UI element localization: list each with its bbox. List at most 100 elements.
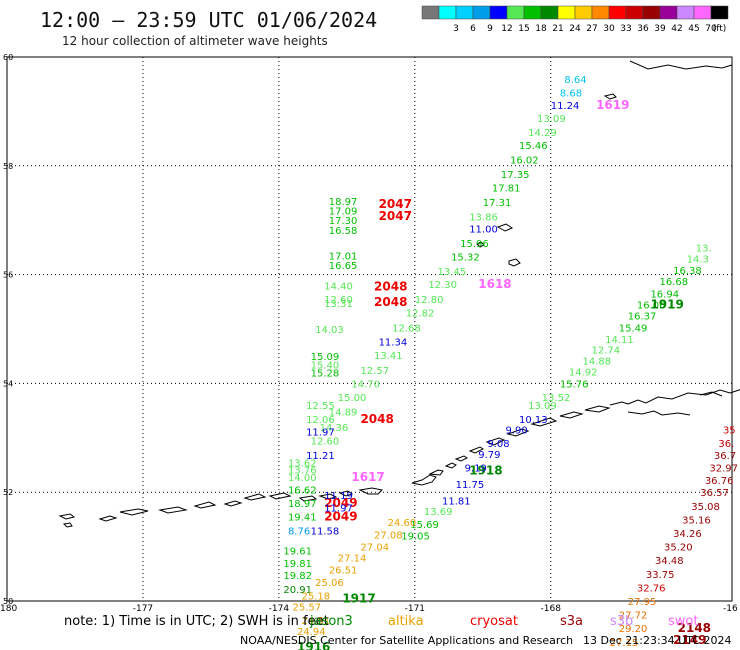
legend-swatch: [574, 5, 593, 20]
wave-height-label: 25.06: [315, 578, 344, 589]
footer-timestamp: 13 Dec 21:23:34 UTC 2024: [583, 634, 731, 647]
legend-swatch: [591, 5, 610, 20]
legend-swatch: [523, 5, 542, 20]
legend-label: 3: [453, 24, 459, 34]
color-scale-legend: 3 6 9 12 15 18 21 24 27 30 33 36 39 42 45 70(ft): [421, 5, 729, 34]
wave-height-label: 8.64: [564, 75, 586, 86]
wave-height-label: 13.: [696, 243, 712, 254]
wave-height-label: 14.40: [324, 281, 353, 292]
wave-height-label: 35.20: [664, 543, 693, 554]
pass-time-label: 2048: [360, 412, 393, 426]
wave-height-label: 16.62: [288, 485, 317, 496]
footer-note: note: 1) Time is in UTC; 2) SWH is in fe…: [64, 614, 329, 629]
legend-swatch: [608, 5, 627, 20]
legend-swatch: [625, 5, 644, 20]
x-tick-label: -16: [723, 604, 738, 614]
legend-swatch: [489, 5, 508, 20]
wave-height-label: 17.81: [492, 184, 521, 195]
pass-time-label: 2049: [324, 496, 357, 510]
legend-swatch: [659, 5, 678, 20]
wave-height-label: 14.88: [582, 357, 611, 368]
wave-height-label: 14.29: [528, 128, 557, 139]
wave-height-label: 13.86: [469, 212, 498, 223]
wave-height-label: 16.94: [650, 290, 679, 301]
wave-height-label: 25.18: [302, 592, 331, 603]
wave-height-label: 19.05: [401, 532, 430, 543]
wave-height-label: 33.75: [646, 570, 675, 581]
legend-swatch: [642, 5, 661, 20]
wave-height-label: 12.82: [406, 309, 435, 320]
legend-label: (ft): [713, 24, 727, 34]
legend-swatch: [438, 5, 457, 20]
wave-height-label: 27.15: [610, 638, 639, 649]
wave-height-label: 17.09: [329, 206, 358, 217]
pass-time-label: 2048: [374, 295, 407, 309]
legend-label: 45: [688, 24, 699, 34]
pass-time-label: 1618: [478, 277, 511, 291]
legend-swatch: [557, 5, 576, 20]
wave-height-label: 18.97: [329, 197, 358, 208]
x-tick-label: -168: [541, 604, 562, 614]
wave-height-label: 36.: [718, 439, 734, 450]
wave-height-label: 19.61: [283, 546, 312, 557]
pass-time-label: 1617: [351, 470, 384, 484]
wave-height-label: 13.31: [324, 299, 353, 310]
wave-height-label: 14.36: [320, 423, 349, 434]
wave-height-label: 11.75: [456, 480, 485, 491]
wave-height-label: 26.51: [329, 565, 358, 576]
wave-height-label: 13.41: [374, 351, 403, 362]
coastline: [58, 60, 740, 528]
wave-height-label: 13.52: [542, 393, 571, 404]
wave-height-label: 15.40: [311, 360, 340, 371]
legend-label: 24: [569, 24, 581, 34]
wave-height-label: 32.76: [637, 583, 666, 594]
wave-height-label: 12.60: [311, 437, 340, 448]
wave-height-label: 36.57: [700, 488, 729, 499]
satellite-name-s3a: s3a: [560, 614, 583, 629]
wave-height-label: 13.69: [424, 507, 453, 518]
wave-height-label: 12.57: [360, 366, 389, 377]
chart-title: 12:00 — 23:59 UTC 01/06/2024: [40, 8, 377, 32]
wave-height-label: 13.76: [288, 465, 317, 476]
wave-height-label: 12.60: [324, 295, 353, 306]
wave-height-label: 16.38: [673, 266, 702, 277]
wave-height-label: 25.57: [292, 602, 321, 613]
wave-height-label: 13.45: [437, 267, 466, 278]
wave-height-label: 32.97: [709, 464, 738, 475]
lat-lon-grid: [7, 57, 732, 601]
wave-height-label: 24.94: [297, 627, 326, 638]
wave-height-label: 20.91: [283, 585, 312, 596]
wave-height-label: 17.30: [329, 216, 358, 227]
wave-height-label: 15.00: [338, 393, 367, 404]
legend-label: 15: [518, 24, 529, 34]
legend-label: 30: [603, 24, 615, 34]
satellite-legend: jason3 altika cryosat s3a s3b swot: [309, 614, 698, 629]
wave-height-label: 24.51: [302, 616, 331, 627]
wave-height-label: 24.60: [388, 518, 417, 529]
wave-height-label: 11.21: [306, 451, 335, 462]
wave-height-label: 14.11: [605, 335, 634, 346]
wave-height-label: 27.72: [619, 611, 648, 622]
legend-label: 27: [586, 24, 597, 34]
legend-label: 12: [501, 24, 512, 34]
legend-swatch: [455, 5, 474, 20]
satellite-name-swot: swot: [668, 614, 698, 629]
pass-time-label: 1917: [342, 591, 375, 605]
wave-height-label: 36.7: [714, 451, 736, 462]
wave-height-label: 12.30: [428, 280, 457, 291]
x-axis-ticks: -180 -177 -174 -171 -168 -16: [0, 604, 738, 614]
wave-height-label: 14.03: [315, 325, 344, 336]
wave-height-label: 16.68: [660, 277, 689, 288]
wave-height-label: 17.35: [501, 170, 530, 181]
wave-height-label: 12.80: [415, 295, 444, 306]
wave-height-label: 10.13: [519, 415, 548, 426]
wave-height-label: 19.81: [283, 559, 312, 570]
wave-height-label: 34.48: [655, 556, 684, 567]
y-axis-ticks: 60 58 56 54 52 50: [3, 53, 13, 606]
wave-height-label: 11.97: [306, 427, 335, 438]
wave-height-label: 16.37: [628, 311, 657, 322]
y-tick-label: 60: [3, 53, 13, 62]
wave-height-label: 14.89: [329, 408, 358, 419]
wave-height-label: 15.09: [311, 352, 340, 363]
